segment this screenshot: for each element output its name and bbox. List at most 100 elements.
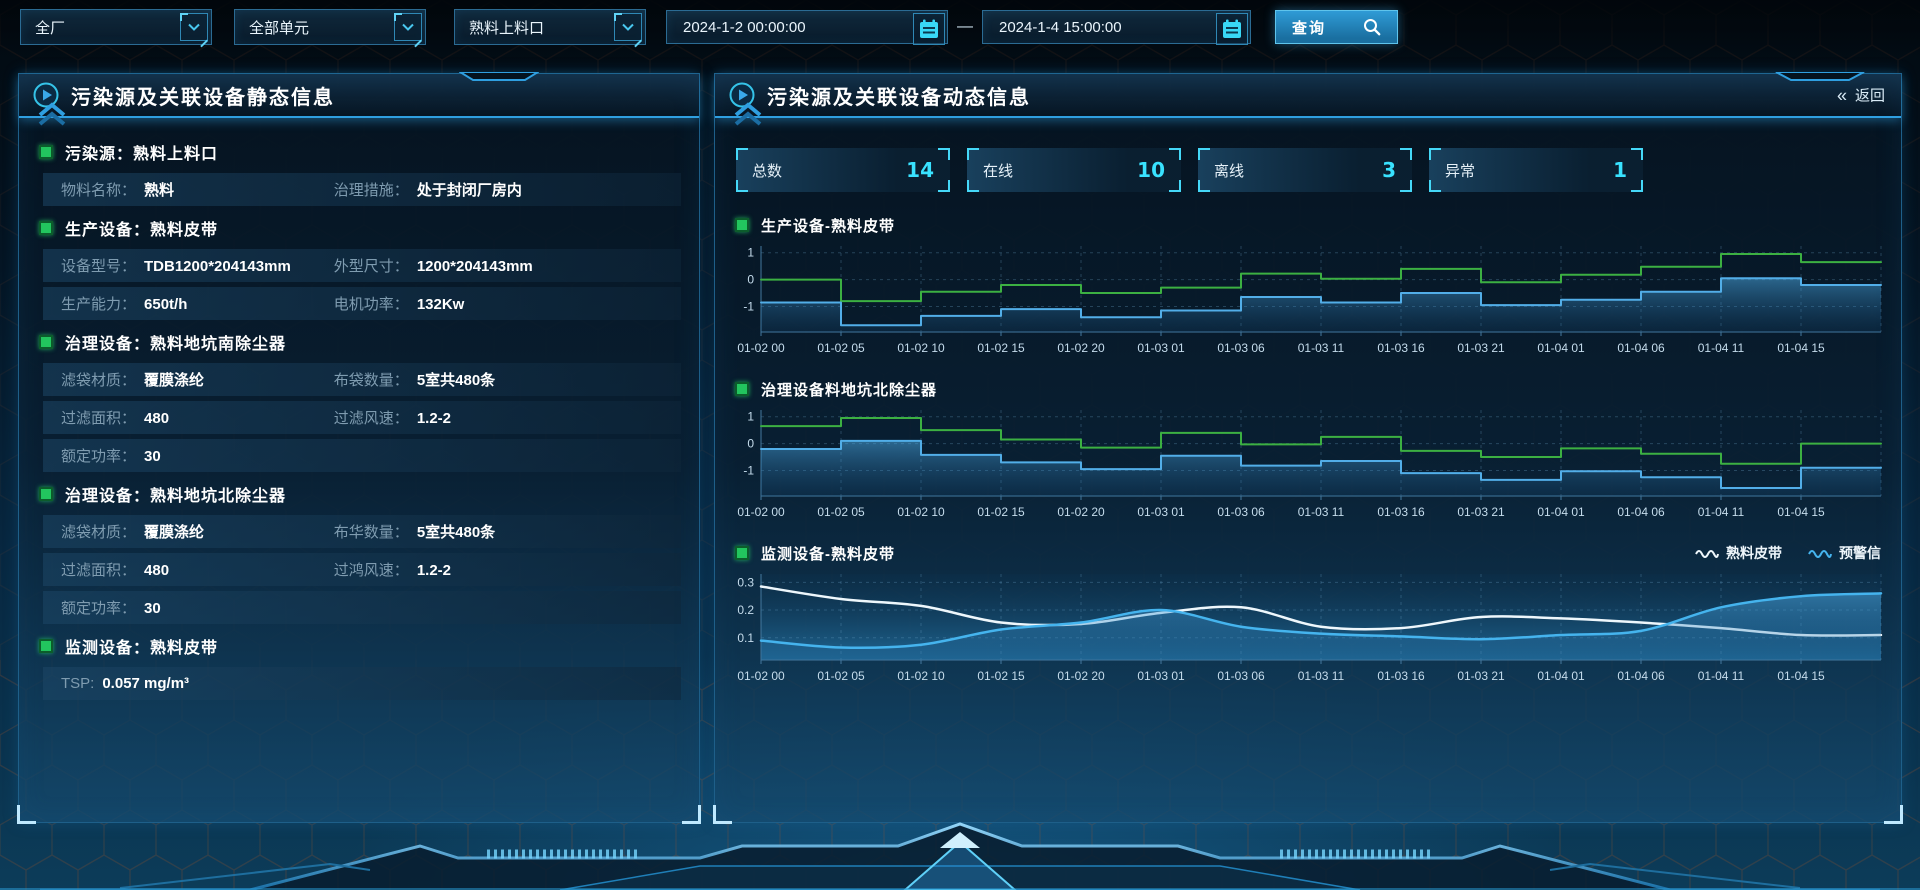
stat-label: 异常 [1445,162,1476,180]
filter-select-1[interactable]: 全厂 [20,9,212,45]
svg-text:01-03 11: 01-03 11 [1298,341,1345,355]
corner-bracket [967,180,979,192]
corner-bracket [1400,180,1412,192]
svg-text:01-02 20: 01-02 20 [1057,669,1105,683]
chart-title-row: 治理设备料地坑北除尘器 [735,377,1885,401]
info-label: 外型尺寸： [333,258,409,275]
svg-text:01-02 00: 01-02 00 [737,505,785,519]
svg-text:0: 0 [747,437,754,451]
back-button[interactable]: « 返回 [1837,85,1885,106]
section-header: 污染源：熟料上料口 [39,139,685,165]
chart-plot: 1 0 -1 01-02 00 01-02 05 01-02 10 01-02 15 01-0… [731,404,1885,528]
info-row: 滤袋材质： 覆膜涤纶 布袋数量： 5室共480条 [43,363,681,396]
topbar: 全厂 全部单元 熟料上料口 2024-1-2 00:00:00 — 2024-1-4… [0,0,1920,54]
green-square-icon [735,546,749,560]
charts: 生产设备-熟料皮带 1 0 -1 01-02 00 01-02 05 01-02 10 01-… [715,213,1901,692]
legend-item[interactable]: 熟料皮带 [1695,543,1782,563]
svg-text:01-03 16: 01-03 16 [1377,505,1425,519]
back-label: 返回 [1854,87,1885,105]
start-date-picker[interactable]: 2024-1-2 00:00:00 [666,10,948,45]
info-label: 过滤风速： [333,410,409,427]
info-cell: 治理措施： 处于封闭厂房内 [334,179,522,200]
stat-label: 离线 [1214,162,1245,180]
stat-card-4[interactable]: 异常 1 [1429,148,1643,192]
info-row: 生产能力： 650t/h 电机功率： 132Kw [43,287,681,320]
svg-text:01-03 01: 01-03 01 [1137,505,1185,519]
svg-text:01-03 11: 01-03 11 [1298,669,1345,683]
legend-label: 熟料皮带 [1726,545,1782,561]
corner-bracket [967,148,979,160]
svg-text:01-04 01: 01-04 01 [1537,341,1585,355]
svg-text:1: 1 [747,410,754,424]
green-square-icon [39,221,53,235]
panel-top-notch [459,72,539,81]
end-date-picker[interactable]: 2024-1-4 15:00:00 [982,10,1251,45]
info-label: 物料名称： [61,182,137,199]
chevron-down-icon[interactable] [614,13,642,41]
section-title: 生产设备：熟料皮带 [65,222,219,239]
info-row: 滤袋材质： 覆膜涤纶 布华数量： 5室共480条 [43,515,681,548]
static-panel-header: 污染源及关联设备静态信息 [19,72,699,126]
info-label: 布袋数量： [333,372,409,389]
corner-bracket [1400,148,1412,160]
svg-text:01-03 11: 01-03 11 [1298,505,1345,519]
filter-select-2[interactable]: 全部单元 [234,9,426,45]
info-cell: 布袋数量： 5室共480条 [334,369,495,390]
info-cell: TSP: 0.057 mg/m³ [61,675,334,692]
chevron-down-icon[interactable] [180,13,208,41]
svg-text:01-03 16: 01-03 16 [1377,669,1425,683]
wavy-line-icon [1808,545,1832,561]
filter-select-value: 全厂 [35,19,66,37]
stat-card-3[interactable]: 离线 3 [1198,148,1412,192]
info-row: 物料名称： 熟料 治理措施： 处于封闭厂房内 [43,173,681,206]
info-value: 1.2-2 [416,410,452,427]
info-label: 设备型号： [61,258,137,275]
stat-card-1[interactable]: 总数 14 [736,148,950,192]
info-value: 30 [144,600,161,617]
filter-select-value: 熟料上料口 [469,19,545,37]
info-value: 1.2-2 [416,562,452,579]
end-date-value[interactable]: 2024-1-4 15:00:00 [999,18,1122,36]
calendar-icon[interactable] [1216,13,1248,45]
legend-item[interactable]: 预警信 [1808,543,1881,563]
dynamic-panel-header: 污染源及关联设备动态信息 « 返回 [715,72,1901,126]
info-label: TSP: [61,675,95,692]
svg-text:0.1: 0.1 [737,631,754,645]
svg-text:01-04 11: 01-04 11 [1698,669,1745,683]
info-value: 132Kw [416,296,465,313]
dynamic-info-panel: 污染源及关联设备动态信息 « 返回 总数 14 在线 10 离线 3 异常 1 生产设备-熟料… [713,72,1903,824]
svg-text:01-02 00: 01-02 00 [737,341,785,355]
stat-value: 14 [906,158,934,182]
info-label: 电机功率： [333,296,409,313]
corner-bracket [1169,148,1181,160]
corner-bracket [1198,148,1210,160]
svg-text:01-02 00: 01-02 00 [737,669,785,683]
play-circle-icon [729,82,755,108]
info-value: 480 [144,562,170,579]
info-value: 1200*204143mm [416,258,533,275]
query-button[interactable]: 查询 [1275,10,1398,44]
svg-text:01-02 20: 01-02 20 [1057,505,1105,519]
start-date-value[interactable]: 2024-1-2 00:00:00 [683,18,806,36]
svg-text:0.2: 0.2 [737,603,754,617]
stat-value: 1 [1613,158,1627,182]
info-cell: 生产能力： 650t/h [61,293,334,314]
section-header: 生产设备：熟料皮带 [39,215,685,241]
svg-text:01-04 15: 01-04 15 [1777,505,1825,519]
svg-text:01-02 05: 01-02 05 [817,505,865,519]
info-value: 5室共480条 [416,524,496,541]
stat-card-2[interactable]: 在线 10 [967,148,1181,192]
info-row: 设备型号： TDB1200*204143mm 外型尺寸： 1200*204143mm [43,249,681,282]
stat-value: 3 [1382,158,1396,182]
svg-text:-1: -1 [743,463,754,477]
svg-text:01-02 15: 01-02 15 [977,341,1025,355]
chevron-down-icon[interactable] [394,13,422,41]
info-value: 650t/h [144,296,188,313]
calendar-icon[interactable] [913,13,945,45]
query-button-label: 查询 [1292,19,1327,37]
info-cell: 过滤面积： 480 [61,407,334,428]
filter-select-3[interactable]: 熟料上料口 [454,9,646,45]
corner-bracket [736,148,748,160]
footer-tech-decoration [0,822,1920,890]
